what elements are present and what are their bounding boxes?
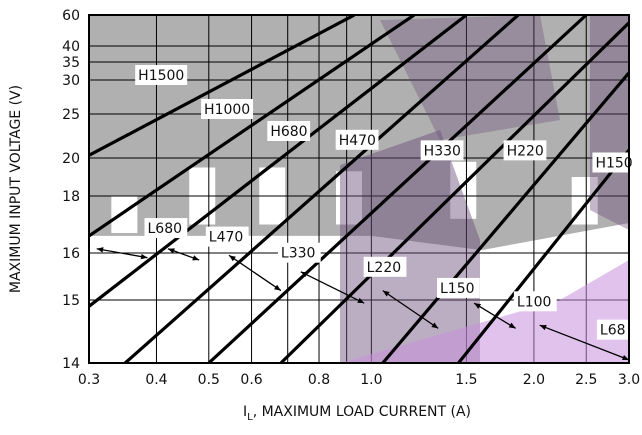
x-tick-label-9: 3.0 xyxy=(618,372,640,388)
x-tick-label-3: 0.6 xyxy=(240,372,262,388)
arrow-head-start-3 xyxy=(300,271,308,278)
watermark-shape-1 xyxy=(340,130,480,363)
arrow-line-3 xyxy=(300,271,365,304)
x-axis-label-prefix: I xyxy=(243,404,247,420)
arrow-head-end-0 xyxy=(140,253,148,260)
series-line-h150 xyxy=(381,71,629,363)
arrow-head-end-3 xyxy=(357,297,365,304)
shade-gap-4 xyxy=(450,161,477,219)
curve-label-l470: L470 xyxy=(209,230,244,246)
arrow-head-end-2 xyxy=(274,284,281,291)
arrow-head-start-1 xyxy=(167,248,175,254)
x-tick-label-5: 1.0 xyxy=(360,372,382,388)
curve-label-bg-11 xyxy=(436,277,480,298)
watermark-shape-3 xyxy=(340,260,629,363)
arrow-head-end-5 xyxy=(508,322,516,329)
x-tick-label-8: 2.5 xyxy=(575,372,597,388)
arrows xyxy=(96,247,630,361)
x-tick-label-6: 1.5 xyxy=(455,372,477,388)
arrow-head-start-4 xyxy=(382,290,390,297)
curve-label-h470: H470 xyxy=(339,133,376,149)
x-axis-label-sub: L xyxy=(247,412,253,423)
curve-label-h680: H680 xyxy=(270,124,307,140)
curve-label-bg-7 xyxy=(144,218,188,239)
curve-labels: H1500 H1000 H680 H470 H330 H220 H150 L680 L470 L3… xyxy=(135,65,636,340)
x-axis-label: IL, MAXIMUM LOAD CURRENT (A) xyxy=(243,404,471,423)
curve-label-l220: L220 xyxy=(367,260,402,276)
watermark xyxy=(340,15,629,363)
x-tick-label-0: 0.3 xyxy=(78,372,100,388)
x-axis-label-rest: , MAXIMUM LOAD CURRENT (A) xyxy=(253,404,471,420)
watermark-shape-4 xyxy=(590,15,629,230)
arrow-head-end-1 xyxy=(192,255,200,261)
curve-label-h150: H150 xyxy=(595,156,632,172)
arrow-line-2 xyxy=(228,254,282,292)
series-line-l68 xyxy=(457,149,629,363)
x-tick-label-4: 0.8 xyxy=(308,372,330,388)
curve-label-bg-4 xyxy=(420,140,464,161)
arrow-head-start-5 xyxy=(474,303,482,309)
x-tick-label-1: 0.4 xyxy=(145,372,167,388)
curve-label-bg-0 xyxy=(135,65,188,85)
y-tick-label-5: 25 xyxy=(62,107,80,123)
curve-label-l100: L100 xyxy=(517,294,552,310)
series-line-h220 xyxy=(279,21,629,363)
y-tick-label-6: 30 xyxy=(62,73,80,89)
arrow-line-5 xyxy=(473,302,516,329)
x-tick-label-7: 2.0 xyxy=(523,372,545,388)
curve-label-bg-2 xyxy=(267,121,311,141)
series-line-h680 xyxy=(89,15,468,308)
arrow-line-6 xyxy=(539,324,630,361)
shade-gap-3 xyxy=(335,171,362,225)
curve-label-bg-12 xyxy=(513,291,557,312)
curve-label-l68: L68 xyxy=(600,323,626,339)
curve-label-h330: H330 xyxy=(424,143,461,159)
y-tick-label-3: 18 xyxy=(62,189,80,205)
y-tick-label-9: 60 xyxy=(62,8,80,24)
curve-label-l680: L680 xyxy=(148,221,183,237)
curve-label-bg-8 xyxy=(205,226,249,247)
series-line-h330 xyxy=(207,15,588,363)
curve-label-l330: L330 xyxy=(281,246,316,262)
y-tick-label-7: 35 xyxy=(62,55,80,71)
curve-label-l150: L150 xyxy=(440,281,475,297)
y-tick-label-1: 15 xyxy=(62,293,80,309)
series-line-h1500 xyxy=(89,15,356,157)
curve-label-bg-6 xyxy=(592,152,636,173)
curve-label-bg-10 xyxy=(363,256,407,277)
curve-label-bg-13 xyxy=(596,319,631,340)
arrow-head-end-6 xyxy=(622,354,629,361)
y-tick-label-4: 20 xyxy=(62,151,80,167)
arrow-line-0 xyxy=(96,248,148,259)
y-tick-label-8: 40 xyxy=(62,39,80,55)
arrow-head-start-0 xyxy=(96,247,104,253)
x-tick-label-2: 0.5 xyxy=(198,372,220,388)
series-lines xyxy=(89,15,629,363)
arrow-head-end-4 xyxy=(431,322,439,329)
series-line-h470 xyxy=(124,15,520,363)
curve-label-bg-9 xyxy=(277,242,321,263)
y-tick-label-0: 14 xyxy=(62,356,80,372)
curve-label-h1000: H1000 xyxy=(204,102,250,118)
y-axis-label: MAXIMUM INPUT VOLTAGE (V) xyxy=(8,85,24,293)
series-line-h1000 xyxy=(89,15,416,238)
curve-label-bg-1 xyxy=(201,99,254,119)
arrow-head-start-6 xyxy=(539,324,547,331)
curve-label-bg-5 xyxy=(503,140,547,161)
arrow-line-4 xyxy=(382,290,439,329)
arrow-head-start-2 xyxy=(229,255,236,262)
shade-gap-0 xyxy=(111,196,138,234)
curve-label-bg-3 xyxy=(335,129,379,150)
curve-label-h220: H220 xyxy=(507,143,544,159)
curve-label-h1500: H1500 xyxy=(138,68,184,84)
x-tick-labels: 0.3 0.4 0.5 0.6 0.8 1.0 1.5 2.0 2.5 3.0 xyxy=(78,372,640,388)
y-tick-label-2: 16 xyxy=(62,246,80,262)
plot-frame xyxy=(88,14,630,364)
